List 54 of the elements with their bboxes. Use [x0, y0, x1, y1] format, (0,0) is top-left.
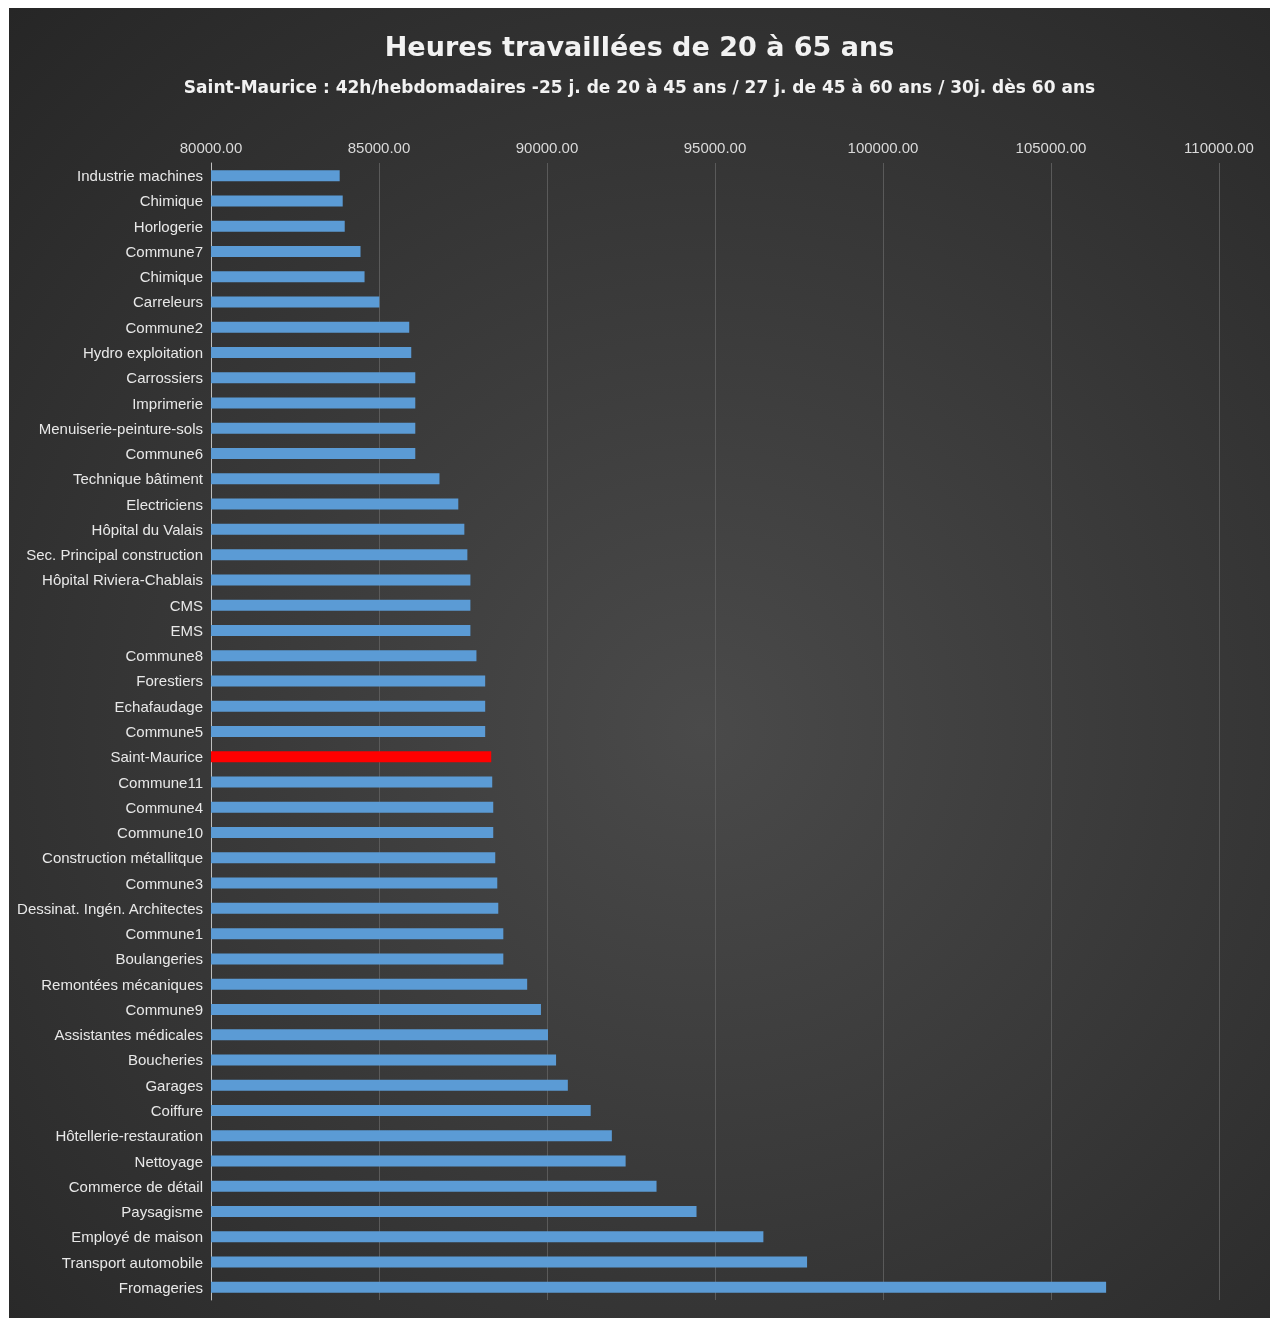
y-tick-label: Echafaudage	[114, 697, 203, 715]
y-tick-label: CMS	[169, 596, 203, 614]
y-tick-label: Garages	[145, 1076, 203, 1094]
y-tick-label: Electriciens	[126, 495, 203, 513]
y-tick-label: Hôpital du Valais	[91, 520, 203, 538]
y-tick-label: Menuiserie-peinture-sols	[38, 419, 203, 437]
y-tick-label: Carrossiers	[126, 369, 203, 387]
y-tick-label: Commerce de détail	[68, 1177, 203, 1195]
y-tick-label: Assistantes médicales	[54, 1026, 203, 1044]
y-tick-label: Commune2	[125, 318, 203, 336]
y-tick-label: Commune6	[125, 445, 203, 463]
y-tick-label: Hydro exploitation	[82, 344, 203, 361]
x-tick-label: 105000.00	[1015, 139, 1087, 156]
y-tick-label: Commune1	[125, 925, 203, 943]
y-tick-label: Commune10	[117, 824, 203, 842]
y-tick-label: Employé de maison	[71, 1228, 203, 1246]
y-tick-label: Dessinat. Ingén. Architectes	[17, 899, 203, 917]
y-tick-label: Horlogerie	[133, 217, 203, 235]
chart-subtitle: Saint-Maurice : 42h/hebdomadaires -25 j. de 20 à 45 ans / 27 j. de 45 à 60 ans / 30j. dès 60 ans	[183, 76, 1096, 97]
y-tick-label: Boulangeries	[115, 950, 203, 968]
chart-title: Heures travaillées de 20 à 65 ans	[384, 31, 895, 62]
x-tick-label: 85000.00	[347, 139, 411, 156]
y-tick-label: Carreleurs	[132, 293, 203, 311]
y-tick-label: Commune9	[125, 1000, 203, 1018]
y-tick-label: Construction métallitque	[42, 849, 203, 867]
x-tick-label: 90000.00	[515, 139, 579, 156]
x-tick-label: 100000.00	[847, 139, 919, 156]
y-tick-label: Hôpital Riviera-Chablais	[42, 571, 203, 589]
x-tick-label: 110000.00	[1184, 139, 1254, 156]
y-tick-label: Technique bâtiment	[72, 470, 204, 488]
y-tick-label: Sec. Principal construction	[26, 546, 203, 564]
y-tick-label: Chimique	[139, 192, 203, 210]
y-tick-label: Imprimerie	[132, 394, 203, 412]
y-tick-label: Commune8	[125, 647, 203, 665]
y-tick-label: Boucheries	[127, 1051, 203, 1069]
x-tick-label: 95000.00	[683, 139, 747, 156]
y-tick-label: Saint-Maurice	[110, 748, 203, 766]
y-tick-label: Commune5	[125, 723, 203, 740]
y-tick-label: Commune11	[118, 773, 203, 791]
y-tick-label: Paysagisme	[121, 1203, 203, 1221]
y-tick-label: Commune7	[125, 242, 203, 260]
y-tick-label: Commune3	[125, 874, 203, 892]
y-tick-label: Hôtellerie-restauration	[55, 1127, 203, 1145]
y-tick-label: Transport automobile	[61, 1253, 203, 1271]
y-tick-label: Remontées mécaniques	[41, 975, 203, 993]
y-tick-label: Forestiers	[136, 672, 203, 690]
y-tick-label: Chimique	[139, 268, 203, 286]
x-tick-label: 80000.00	[179, 139, 243, 156]
y-tick-label: Fromageries	[118, 1278, 203, 1296]
y-tick-label: Nettoyage	[134, 1152, 203, 1170]
y-tick-label: Industrie machines	[77, 167, 203, 185]
y-tick-label: EMS	[170, 621, 203, 639]
y-tick-label: Commune4	[125, 798, 203, 816]
y-tick-label: Coiffure	[150, 1102, 203, 1119]
